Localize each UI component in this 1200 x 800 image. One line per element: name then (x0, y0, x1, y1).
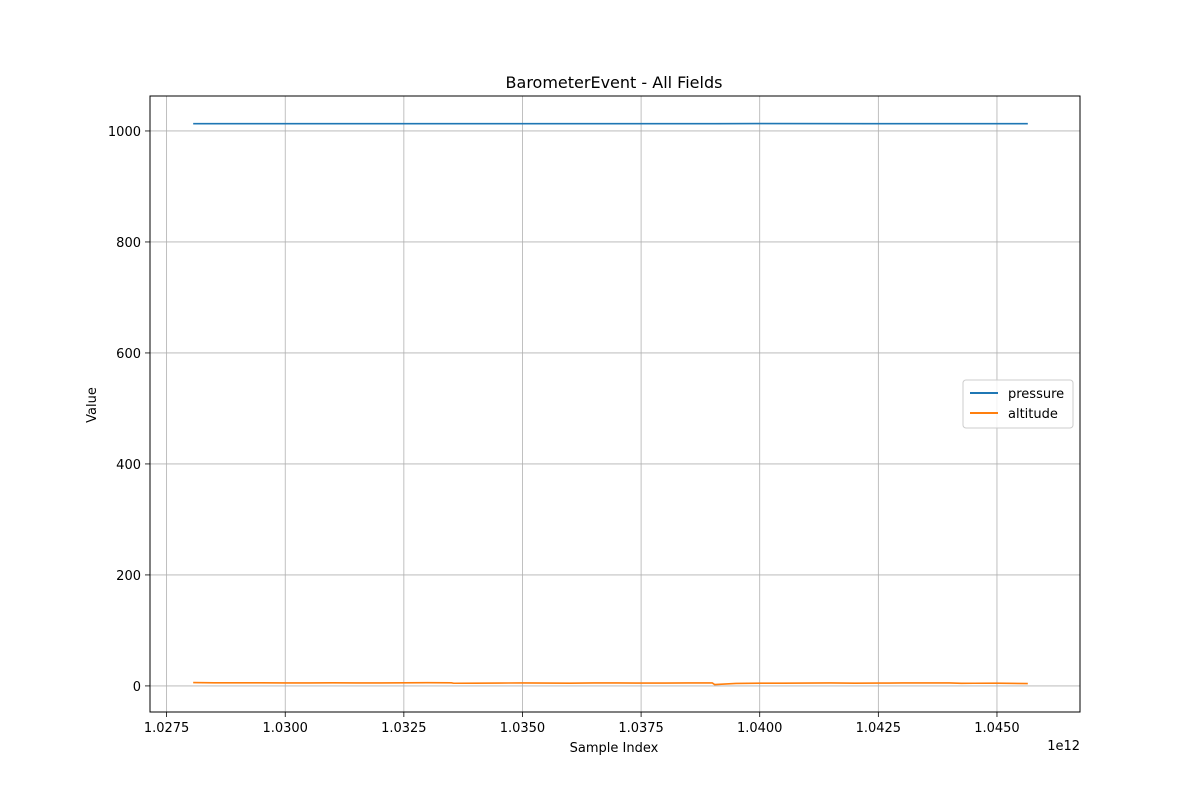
x-axis: 1.0275 1.0300 1.0325 1.0350 1.0375 1.0400 1.04… (144, 712, 1020, 736)
y-tick-label: 800 (116, 236, 141, 251)
x-tick-label: 1.0375 (618, 721, 664, 736)
series-layer (193, 122, 1028, 686)
legend-label-altitude: altitude (1008, 407, 1058, 422)
x-axis-label: Sample Index (570, 741, 659, 756)
x-tick-label: 1.0325 (381, 721, 427, 736)
grid-lines (150, 96, 1080, 712)
legend: pressure altitude (962, 379, 1074, 429)
legend-label-pressure: pressure (1008, 387, 1064, 402)
y-axis-label: Value (85, 387, 100, 423)
series-line-altitude (193, 681, 1028, 686)
y-tick-label: 0 (133, 680, 141, 695)
x-tick-label: 1.0300 (262, 721, 308, 736)
x-axis-offset-label: 1e12 (1047, 739, 1080, 754)
x-tick-label: 1.0450 (974, 721, 1020, 736)
y-tick-label: 200 (116, 569, 141, 584)
y-tick-label: 1000 (108, 125, 141, 140)
chart-title: BarometerEvent - All Fields (506, 73, 723, 92)
x-tick-label: 1.0350 (500, 721, 546, 736)
x-tick-label: 1.0275 (144, 721, 190, 736)
y-tick-label: 400 (116, 458, 141, 473)
y-axis: 0 200 400 600 800 1000 (108, 125, 150, 695)
plot-area-frame (149, 95, 1081, 713)
x-tick-label: 1.0400 (737, 721, 783, 736)
y-tick-label: 600 (116, 347, 141, 362)
x-tick-label: 1.0425 (856, 721, 902, 736)
